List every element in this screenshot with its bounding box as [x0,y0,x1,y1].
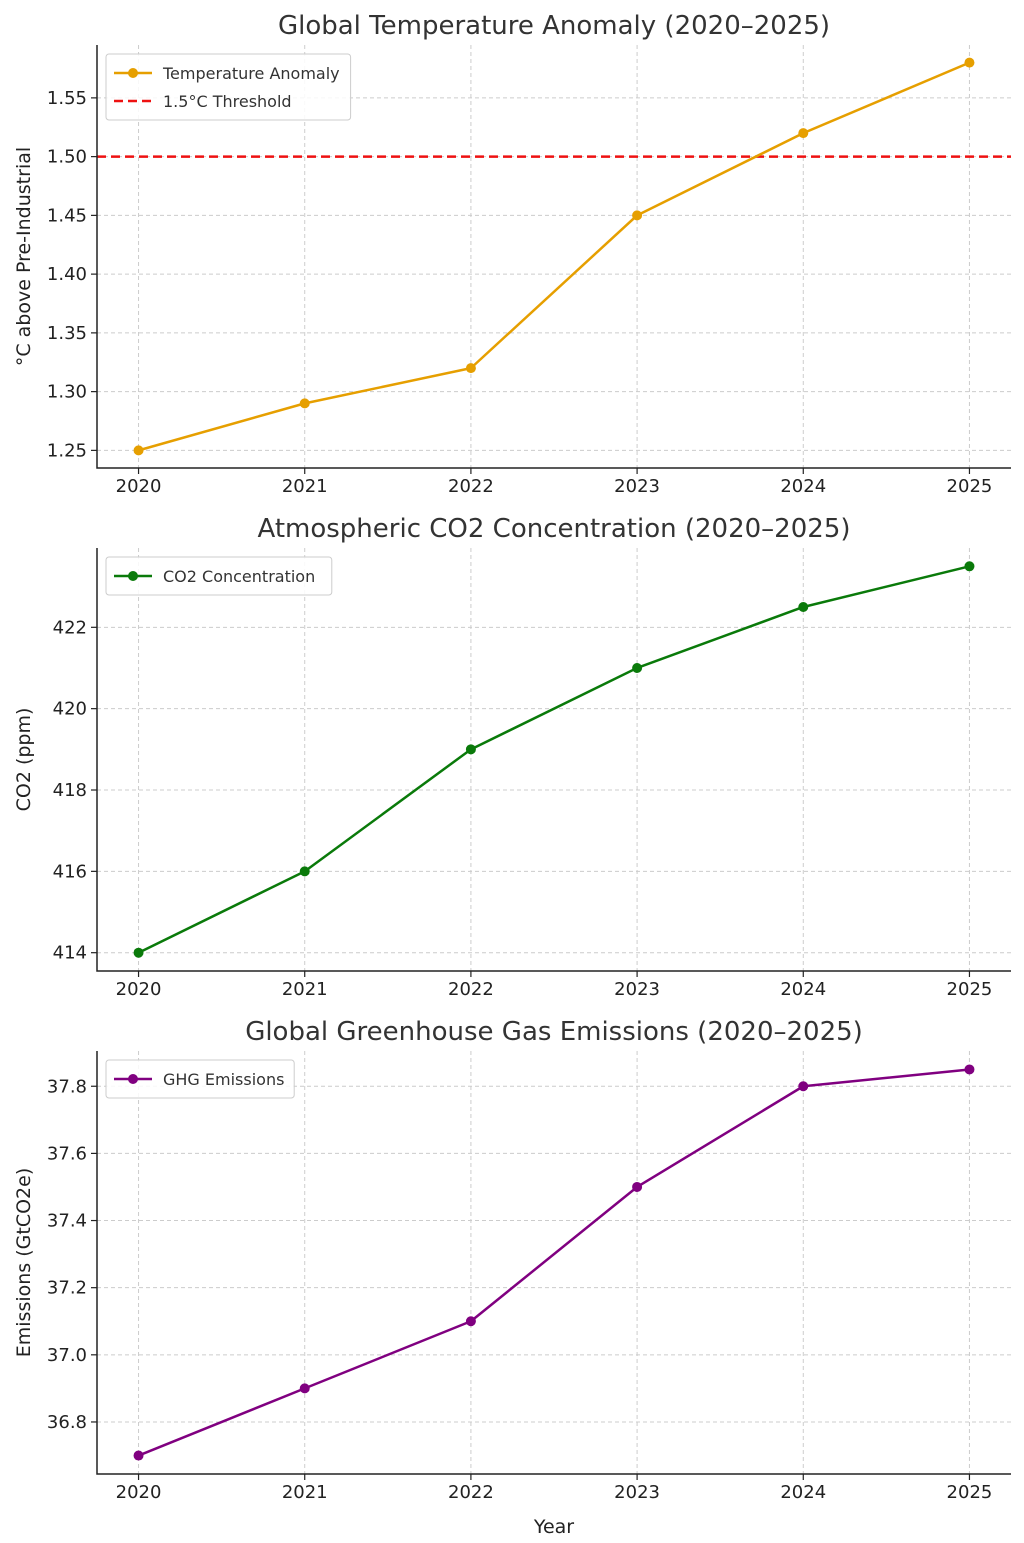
x-axis-label: Year [533,1516,574,1538]
x-tick-label: 2022 [448,979,494,1000]
data-point [798,1081,809,1092]
legend: CO2 Concentration [105,556,333,596]
series-line-1 [138,1068,970,1457]
legend-frame [105,1059,295,1099]
axes-spine [96,45,1011,469]
series-line-1 [137,565,970,954]
y-tick-label: 414 [53,943,87,964]
data-point [465,363,476,374]
chart-title: Atmospheric CO2 Concentration (2020–2025… [258,514,851,544]
data-point [133,445,144,456]
x-tick-label: 2020 [116,979,162,1000]
x-tick-label: 2021 [282,1482,328,1503]
y-tick-label: 1.40 [47,264,87,285]
chart-panel-1: 2020 2021 2022 2023 2024 2025 1.25 1.30 1.35 1.40… [13,11,1011,497]
legend: GHG Emissions [105,1059,295,1099]
y-tick-label: 1.30 [47,382,87,403]
y-axis-label: Emissions (GtCO2e) [13,1168,35,1357]
data-point [299,398,310,409]
x-tick-label: 2024 [780,476,826,497]
x-tick-label: 2024 [780,1482,826,1503]
legend-item: GHG Emissions [114,1070,284,1089]
x-tick-label: 2022 [448,476,494,497]
data-point [964,57,975,68]
legend: Temperature Anomaly 1.5°C Threshold [105,53,352,121]
axes-spine [96,1051,1011,1475]
y-tick-label: 37.2 [47,1278,87,1299]
legend-marker [128,1074,138,1084]
x-tick-label: 2025 [947,979,993,1000]
y-tick-label: 1.50 [47,147,87,168]
x-tick-label: 2025 [947,476,993,497]
chart-panel-2: 2020 2021 2022 2023 2024 2025 414 416 418 420 422 A… [13,514,1011,1000]
legend-item: CO2 Concentration [114,567,315,586]
x-tick-label: 2020 [116,1482,162,1503]
y-tick-label: 416 [53,861,87,882]
data-point [133,947,144,958]
data-point [964,1064,975,1075]
legend-item: 1.5°C Threshold [114,92,292,111]
legend-label: Temperature Anomaly [162,64,340,83]
data-point [465,1316,476,1327]
legend-frame [105,556,333,596]
data-point [632,210,643,221]
x-tick-label: 2022 [448,1482,494,1503]
data-point [798,128,809,139]
data-point [632,1181,643,1192]
data-point [964,561,975,572]
legend-label: CO2 Concentration [163,567,315,586]
y-tick-label: 1.55 [47,88,87,109]
x-tick-label: 2023 [614,979,660,1000]
y-axis-label: CO2 (ppm) [13,708,35,812]
data-point [299,866,310,877]
y-tick-label: 1.35 [47,323,87,344]
y-tick-label: 37.4 [47,1211,87,1232]
x-tick-label: 2021 [282,476,328,497]
y-tick-label: 36.8 [47,1412,87,1433]
series-line-1 [138,61,970,452]
x-tick-label: 2025 [947,1482,993,1503]
x-tick-label: 2020 [116,476,162,497]
y-axis-label: °C above Pre-Industrial [13,147,35,366]
chart-title: Global Greenhouse Gas Emissions (2020–20… [245,1017,863,1047]
x-tick-label: 2023 [614,1482,660,1503]
data-point [798,601,809,612]
x-tick-label: 2021 [282,979,328,1000]
y-tick-label: 37.6 [47,1143,87,1164]
axes-spine [96,548,1011,972]
chart-title: Global Temperature Anomaly (2020–2025) [278,11,830,41]
data-point [299,1383,310,1394]
y-tick-label: 420 [53,699,87,720]
y-tick-label: 1.25 [47,440,87,461]
legend-item: Temperature Anomaly [114,64,340,83]
y-tick-label: 1.45 [47,205,87,226]
data-point [133,1450,144,1461]
legend-frame [105,53,352,121]
legend-marker [128,68,138,78]
chart-panel-3: 2020 2021 2022 2023 2024 2025 36.8 37.0 37.2 37.4… [13,1017,1011,1538]
y-tick-label: 418 [53,780,87,801]
legend-label: 1.5°C Threshold [163,92,292,111]
y-tick-label: 37.8 [47,1076,87,1097]
data-point [465,744,476,755]
x-tick-label: 2023 [614,476,660,497]
legend-marker [128,571,138,581]
legend-label: GHG Emissions [163,1070,284,1089]
y-tick-label: 37.0 [47,1345,87,1366]
data-point [632,662,643,673]
x-tick-label: 2024 [780,979,826,1000]
y-tick-label: 422 [53,617,87,638]
